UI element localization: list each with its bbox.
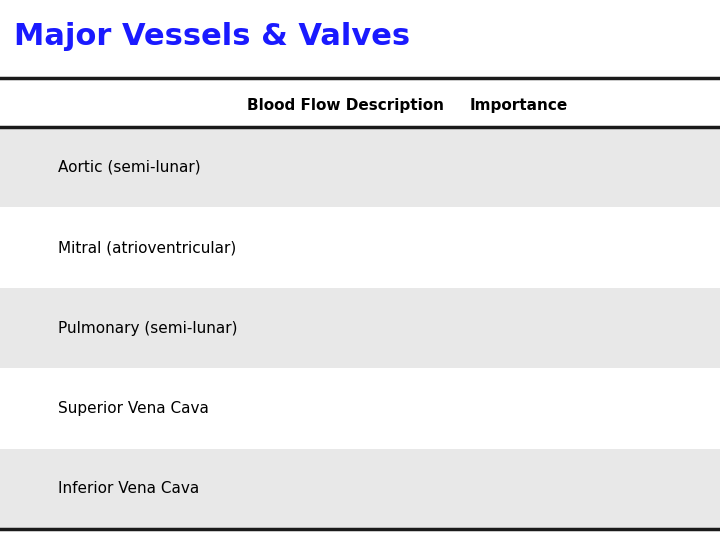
FancyBboxPatch shape	[0, 207, 720, 288]
FancyBboxPatch shape	[0, 127, 720, 207]
Text: Importance: Importance	[469, 98, 567, 113]
Text: Pulmonary (semi-lunar): Pulmonary (semi-lunar)	[58, 321, 237, 335]
Text: Major Vessels & Valves: Major Vessels & Valves	[14, 22, 410, 51]
Text: Inferior Vena Cava: Inferior Vena Cava	[58, 482, 199, 496]
Text: Aortic (semi-lunar): Aortic (semi-lunar)	[58, 160, 200, 174]
FancyBboxPatch shape	[0, 288, 720, 368]
FancyBboxPatch shape	[0, 368, 720, 449]
Text: Blood Flow Description: Blood Flow Description	[247, 98, 444, 113]
FancyBboxPatch shape	[0, 449, 720, 529]
Text: Mitral (atrioventricular): Mitral (atrioventricular)	[58, 240, 236, 255]
Text: Superior Vena Cava: Superior Vena Cava	[58, 401, 209, 416]
